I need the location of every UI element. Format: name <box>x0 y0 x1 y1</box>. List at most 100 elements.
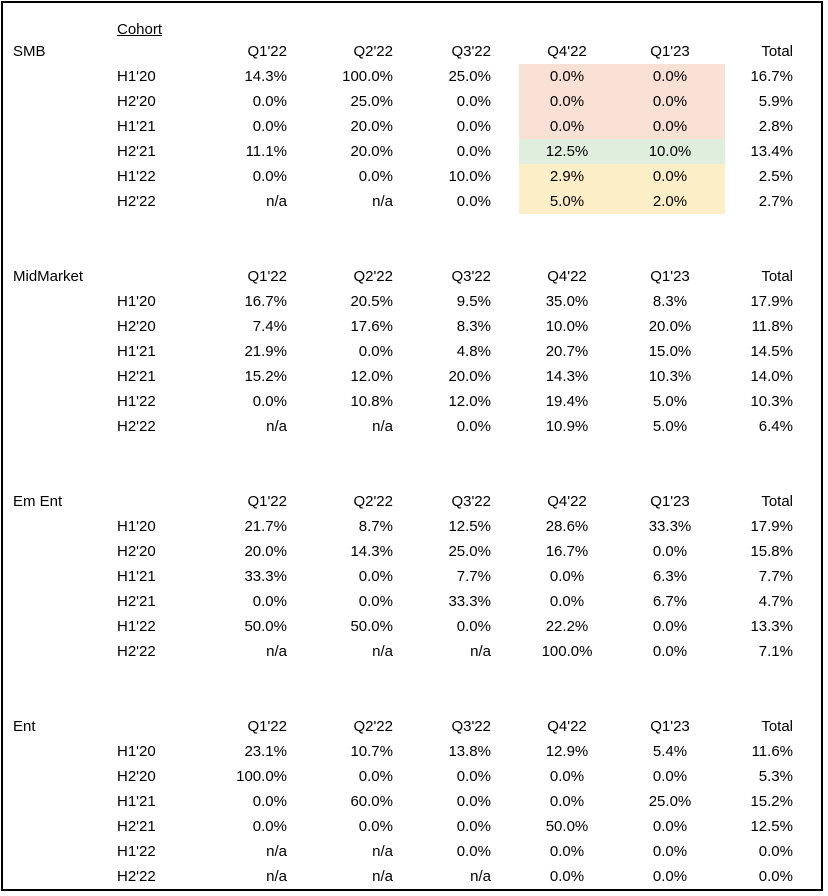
cell-total: 7.7% <box>758 568 793 585</box>
cell-q2-22: 100.0% <box>342 68 393 85</box>
segment-label: SMB <box>13 43 46 60</box>
cell-total: 5.3% <box>758 768 793 785</box>
cohort-label: H2'22 <box>117 643 156 660</box>
cell-q1-22: n/a <box>266 843 287 860</box>
table-row: H2'20 20.0% 14.3% 25.0% 16.7% 0.0% 15.8% <box>3 539 821 564</box>
cell-q3-22: 33.3% <box>448 593 491 610</box>
cell-q1-23: 6.3% <box>652 568 688 585</box>
cell-q2-22: 60.0% <box>350 793 393 810</box>
column-header-q1-22: Q1'22 <box>247 718 287 735</box>
table-row: H1'22 0.0% 0.0% 10.0% 2.9% 0.0% 2.5% <box>3 164 821 189</box>
cell-q2-22: n/a <box>372 193 393 210</box>
cell-q1-23: 0.0% <box>615 64 725 89</box>
cohort-label: H1'20 <box>117 293 156 310</box>
column-header-total: Total <box>761 268 793 285</box>
cell-q1-22: 7.4% <box>252 318 287 335</box>
table-row: H2'20 0.0% 25.0% 0.0% 0.0% 0.0% 5.9% <box>3 89 821 114</box>
table-row: H1'21 0.0% 60.0% 0.0% 0.0% 25.0% 15.2% <box>3 789 821 814</box>
column-header-q1-23: Q1'23 <box>650 43 690 60</box>
cell-q2-22: 8.7% <box>358 518 393 535</box>
cell-q2-22: n/a <box>372 418 393 435</box>
cell-q4-22: 35.0% <box>545 293 589 310</box>
column-header-q4-22: Q4'22 <box>547 493 587 510</box>
column-header-total: Total <box>761 493 793 510</box>
cohort-label: H1'20 <box>117 68 156 85</box>
table-row: H2'22 n/a n/a 0.0% 5.0% 2.0% 2.7% <box>3 189 821 214</box>
table-row: H2'21 0.0% 0.0% 33.3% 0.0% 6.7% 4.7% <box>3 589 821 614</box>
cell-q4-22: 0.0% <box>519 89 615 114</box>
cell-q1-22: 15.2% <box>244 368 287 385</box>
cell-q4-22: 0.0% <box>549 843 585 860</box>
column-header-q2-22: Q2'22 <box>353 718 393 735</box>
cell-total: 17.9% <box>750 293 793 310</box>
cohort-label: H2'20 <box>117 318 156 335</box>
cell-q2-22: 0.0% <box>358 168 393 185</box>
cell-q3-22: 20.0% <box>448 368 491 385</box>
table-row: H1'20 23.1% 10.7% 13.8% 12.9% 5.4% 11.6% <box>3 739 821 764</box>
cell-q1-23: 8.3% <box>652 293 688 310</box>
column-header-q1-22: Q1'22 <box>247 268 287 285</box>
cell-q1-23: 10.3% <box>648 368 692 385</box>
cell-q3-22: 0.0% <box>456 418 491 435</box>
table-row: H1'22 0.0% 10.8% 12.0% 19.4% 5.0% 10.3% <box>3 389 821 414</box>
cell-q1-23: 5.4% <box>652 743 688 760</box>
cell-total: 2.8% <box>758 118 793 135</box>
cohort-label: H1'20 <box>117 743 156 760</box>
cohort-label: H2'20 <box>117 543 156 560</box>
cell-q4-22: 0.0% <box>519 64 615 89</box>
cell-q2-22: 17.6% <box>350 318 393 335</box>
cell-q3-22: 25.0% <box>448 543 491 560</box>
cell-total: 0.0% <box>758 868 793 885</box>
cell-q3-22: 0.0% <box>456 818 491 835</box>
cell-q2-22: 50.0% <box>350 618 393 635</box>
segment-label: Em Ent <box>13 493 63 510</box>
column-header-q1-22: Q1'22 <box>247 493 287 510</box>
cell-q3-22: 13.8% <box>448 743 491 760</box>
table-row: H2'20 100.0% 0.0% 0.0% 0.0% 0.0% 5.3% <box>3 764 821 789</box>
column-header-q3-22: Q3'22 <box>451 268 491 285</box>
segment-label: MidMarket <box>13 268 84 285</box>
cell-q1-22: 11.1% <box>245 143 287 160</box>
cell-q1-23: 0.0% <box>652 843 688 860</box>
cell-q1-23: 5.0% <box>652 393 688 410</box>
cell-total: 13.3% <box>750 618 793 635</box>
cell-q1-22: 0.0% <box>252 168 287 185</box>
cell-q2-22: 14.3% <box>350 543 393 560</box>
cohort-label: H1'22 <box>117 393 156 410</box>
cell-total: 4.7% <box>758 593 793 610</box>
table-row: H2'21 0.0% 0.0% 0.0% 50.0% 0.0% 12.5% <box>3 814 821 839</box>
cell-q4-22: 20.7% <box>545 343 589 360</box>
table-row: H1'21 21.9% 0.0% 4.8% 20.7% 15.0% 14.5% <box>3 339 821 364</box>
table-row: H2'22 n/a n/a 0.0% 10.9% 5.0% 6.4% <box>3 414 821 439</box>
cell-total: 16.7% <box>750 68 793 85</box>
column-header-q3-22: Q3'22 <box>451 718 491 735</box>
column-header-q1-23: Q1'23 <box>650 493 690 510</box>
cell-q2-22: 0.0% <box>358 768 393 785</box>
cell-q1-23: 0.0% <box>615 89 725 114</box>
cell-total: 14.5% <box>750 343 793 360</box>
table-row: H2'22 n/a n/a n/a 100.0% 0.0% 7.1% <box>3 639 821 664</box>
cell-q1-23: 6.7% <box>652 593 688 610</box>
cell-total: 2.7% <box>758 193 793 210</box>
cell-q1-23: 5.0% <box>652 418 688 435</box>
cell-q2-22: n/a <box>372 643 393 660</box>
cell-q3-22: 0.0% <box>456 93 491 110</box>
table-row: H2'21 11.1% 20.0% 0.0% 12.5% 10.0% 13.4% <box>3 139 821 164</box>
cell-q2-22: 20.0% <box>350 118 393 135</box>
cell-q4-22: 12.9% <box>545 743 589 760</box>
cell-q2-22: n/a <box>372 868 393 885</box>
cell-q1-23: 0.0% <box>652 643 688 660</box>
table-row: H1'20 21.7% 8.7% 12.5% 28.6% 33.3% 17.9% <box>3 514 821 539</box>
cell-q1-23: 10.0% <box>615 139 725 164</box>
cell-q1-23: 15.0% <box>648 343 692 360</box>
cell-q2-22: 0.0% <box>358 818 393 835</box>
cell-q3-22: 0.0% <box>456 768 491 785</box>
cohort-label: H2'20 <box>117 93 156 110</box>
cell-q1-23: 0.0% <box>652 543 688 560</box>
cell-q1-22: 0.0% <box>252 818 287 835</box>
cell-q3-22: 0.0% <box>456 793 491 810</box>
cell-q3-22: 25.0% <box>448 68 491 85</box>
cell-q1-22: 0.0% <box>252 593 287 610</box>
cell-q1-22: 14.3% <box>244 68 287 85</box>
